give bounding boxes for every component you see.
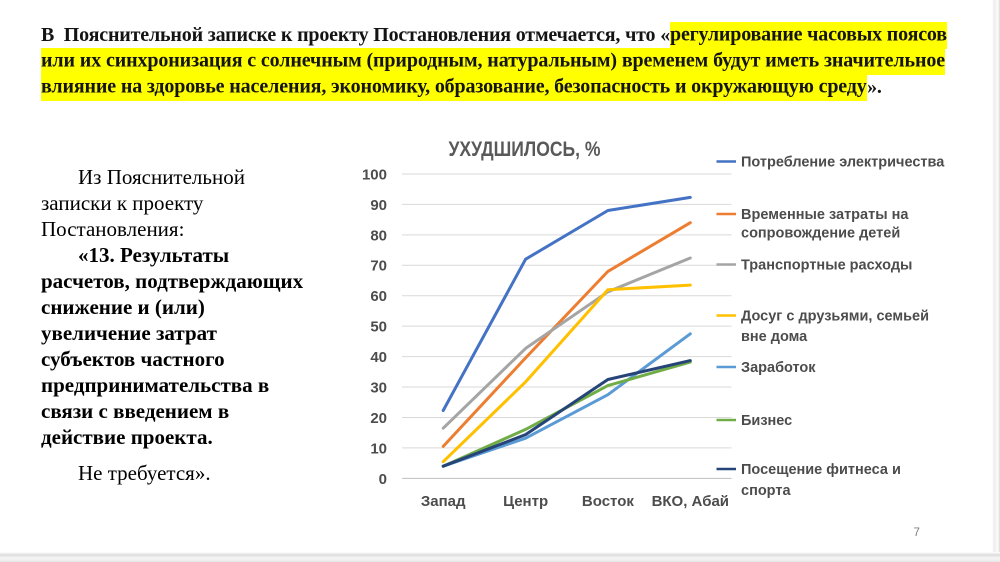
svg-text:0: 0 (379, 471, 387, 488)
svg-text:10: 10 (370, 440, 387, 457)
svg-text:сопровождение детей: сопровождение детей (741, 226, 900, 242)
svg-text:Заработок: Заработок (741, 360, 816, 376)
svg-text:Досуг с друзьями, семьей: Досуг с друзьями, семьей (741, 309, 929, 325)
svg-text:30: 30 (370, 380, 387, 397)
svg-text:60: 60 (370, 288, 387, 305)
svg-text:40: 40 (370, 349, 387, 366)
svg-text:7: 7 (914, 527, 920, 539)
svg-text:Бизнес: Бизнес (741, 413, 792, 429)
svg-text:Транспортные расходы: Транспортные расходы (741, 258, 912, 274)
svg-text:50: 50 (370, 319, 387, 336)
svg-text:70: 70 (370, 258, 387, 275)
svg-text:спорта: спорта (741, 483, 791, 499)
svg-text:20: 20 (370, 410, 387, 427)
svg-text:ВКО, Абай: ВКО, Абай (652, 493, 729, 510)
svg-text:вне дома: вне дома (741, 329, 808, 345)
svg-text:Центр: Центр (503, 493, 548, 510)
svg-text:90: 90 (370, 197, 387, 214)
svg-text:УХУДШИЛОСЬ, %: УХУДШИЛОСЬ, % (449, 138, 601, 161)
svg-text:Посещение фитнеса и: Посещение фитнеса и (741, 462, 901, 478)
svg-text:Запад: Запад (421, 493, 466, 510)
svg-text:Восток: Восток (582, 493, 634, 510)
svg-text:Временные затраты на: Временные затраты на (741, 207, 909, 223)
svg-text:100: 100 (362, 166, 387, 183)
svg-text:Потребление электричества: Потребление электричества (741, 155, 945, 171)
svg-text:80: 80 (370, 227, 387, 244)
